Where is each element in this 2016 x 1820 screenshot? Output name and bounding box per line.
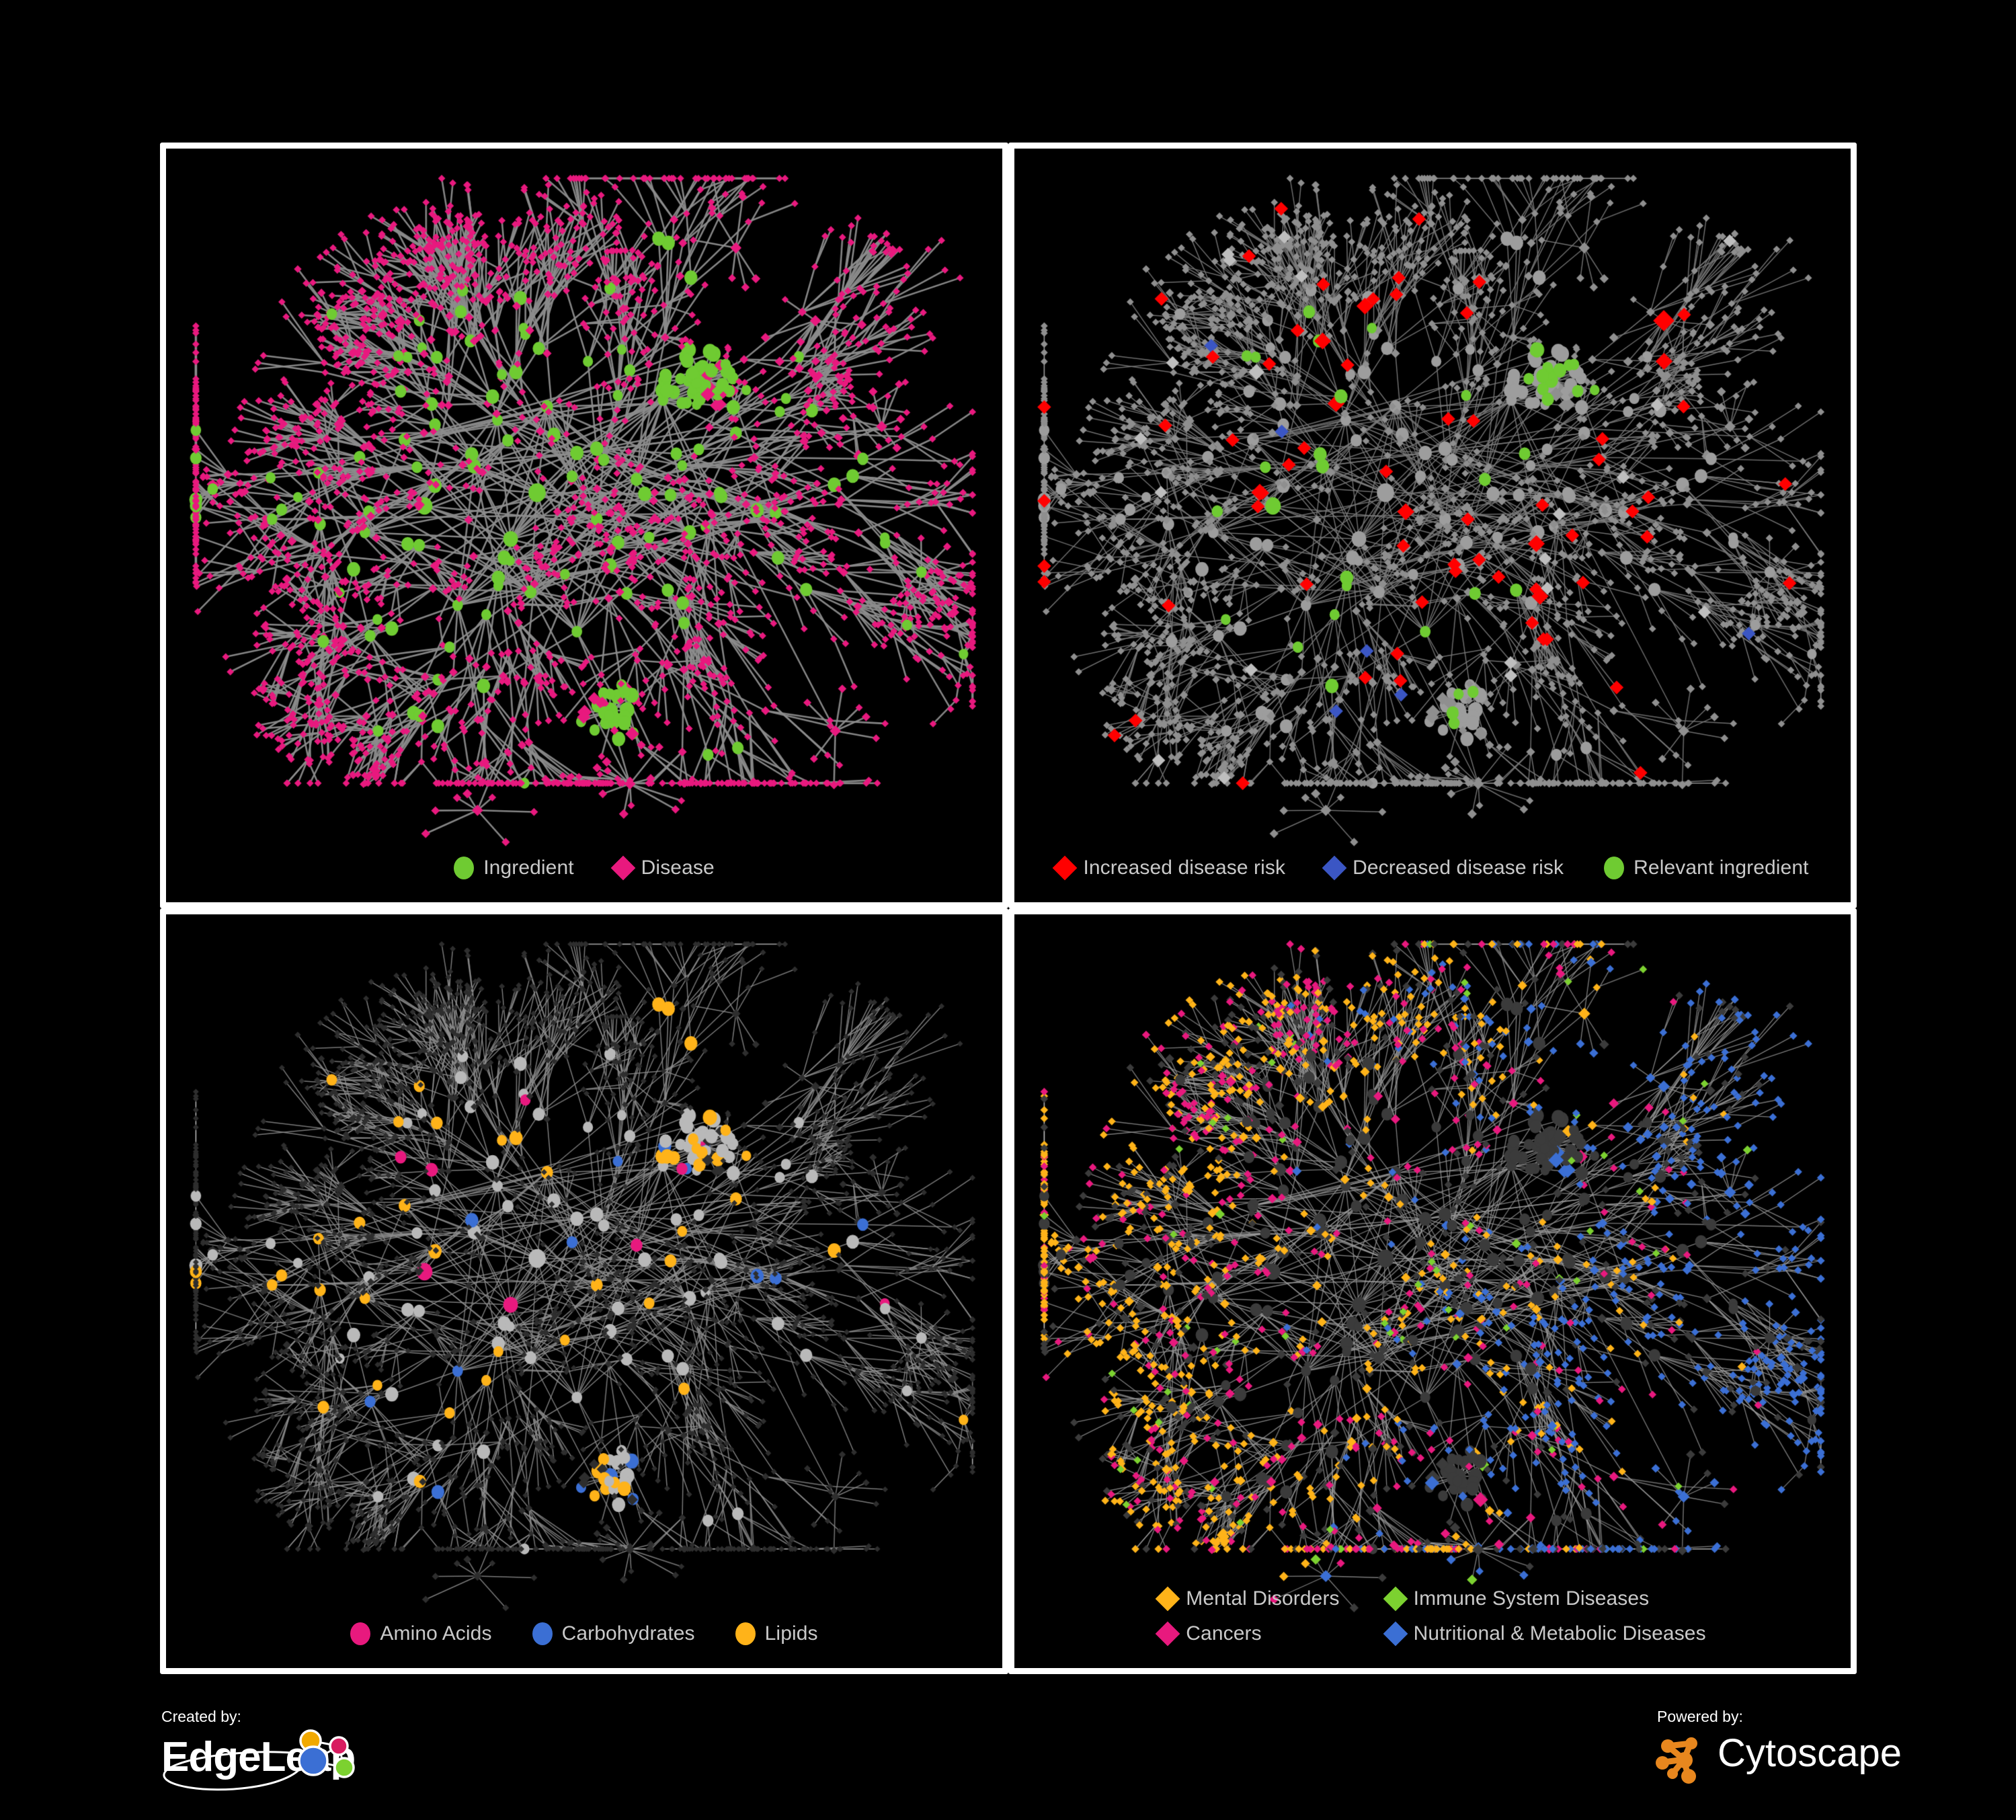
diamond-swatch-blue [1322,855,1347,881]
powered-by-block: Powered by: [1653,1709,1942,1803]
legend-item-disease[interactable]: Disease [610,855,715,881]
panel-disease-classes[interactable]: Mental Disorders Immune System Diseases Ca… [1008,908,1857,1674]
legend-label: Immune System Diseases [1413,1587,1650,1610]
edgeleap-node-graph-icon [298,1729,355,1778]
created-by-kicker: Created by: [161,1708,241,1725]
legend-item-amino-acids[interactable]: Amino Acids [350,1622,491,1645]
circle-swatch-orange [735,1622,756,1645]
created-by-block: Created by: EdgeLeap [160,1709,402,1803]
panel-disease-risk[interactable]: Increased disease risk Decreased disease … [1008,143,1857,908]
legend-ingredient-classes: Amino Acids Carbohydrates Lipids [166,1622,1002,1645]
network-canvas-disease-classes[interactable] [1014,914,1851,1668]
circle-swatch-blue [532,1622,553,1645]
panel-grid: Ingredient Disease Increased disease risk… [160,143,1857,1674]
legend-disease-risk: Increased disease risk Decreased disease … [1014,855,1851,881]
legend-label: Mental Disorders [1186,1587,1340,1610]
panel-ingredient-disease[interactable]: Ingredient Disease [160,143,1008,908]
panel-ingredient-classes[interactable]: Amino Acids Carbohydrates Lipids [160,908,1008,1674]
legend-label: Disease [641,857,715,879]
legend-label: Amino Acids [380,1622,492,1645]
diamond-swatch-pink [1155,1621,1180,1647]
diamond-swatch-blue [1383,1621,1408,1647]
legend-item-increased-disease-risk[interactable]: Increased disease risk [1053,855,1286,881]
legend-label: Increased disease risk [1083,857,1286,879]
legend-item-immune-system-diseases[interactable]: Immune System Diseases [1383,1586,1706,1612]
legend-item-relevant-ingredient[interactable]: Relevant ingredient [1604,857,1808,879]
edgeleap-swoosh-icon [163,1751,304,1791]
legend-label: Lipids [764,1622,818,1645]
edgeleap-logo[interactable]: EdgeLeap [160,1729,382,1796]
legend-label: Cancers [1186,1622,1262,1645]
legend-item-decreased-disease-risk[interactable]: Decreased disease risk [1322,855,1564,881]
circle-swatch-pink [350,1622,371,1645]
legend-item-nutritional-metabolic-diseases[interactable]: Nutritional & Metabolic Diseases [1383,1621,1706,1647]
legend-item-ingredient[interactable]: Ingredient [454,857,574,879]
network-canvas-ingredient-disease[interactable] [166,149,1002,902]
powered-by-kicker: Powered by: [1657,1708,1743,1725]
network-canvas-ingredient-classes[interactable] [166,914,1002,1668]
legend-item-mental-disorders[interactable]: Mental Disorders [1155,1586,1340,1612]
circle-swatch-green [454,857,475,879]
cytoscape-node-graph-icon [1656,1737,1697,1784]
legend-label: Decreased disease risk [1353,857,1564,879]
diamond-swatch-green [1383,1586,1408,1612]
diamond-swatch-red [1053,855,1078,881]
cytoscape-wordmark: Cytoscape [1718,1731,1902,1775]
diamond-swatch-orange [1155,1586,1180,1612]
legend-label: Relevant ingredient [1634,857,1809,879]
cytoscape-logo[interactable]: Cytoscape [1653,1729,1935,1790]
circle-swatch-green [1604,857,1625,879]
legend-disease-classes: Mental Disorders Immune System Diseases Ca… [1014,1586,1851,1647]
network-canvas-disease-risk[interactable] [1014,149,1851,902]
diamond-swatch-pink [610,855,636,881]
legend-ingredient-disease: Ingredient Disease [166,855,1002,881]
legend-item-carbohydrates[interactable]: Carbohydrates [532,1622,695,1645]
legend-label: Nutritional & Metabolic Diseases [1413,1622,1706,1645]
footer: Created by: EdgeLeap [0,1681,2016,1820]
legend-item-cancers[interactable]: Cancers [1155,1621,1339,1647]
legend-label: Carbohydrates [561,1622,695,1645]
legend-label: Ingredient [483,857,574,879]
legend-item-lipids[interactable]: Lipids [735,1622,818,1645]
